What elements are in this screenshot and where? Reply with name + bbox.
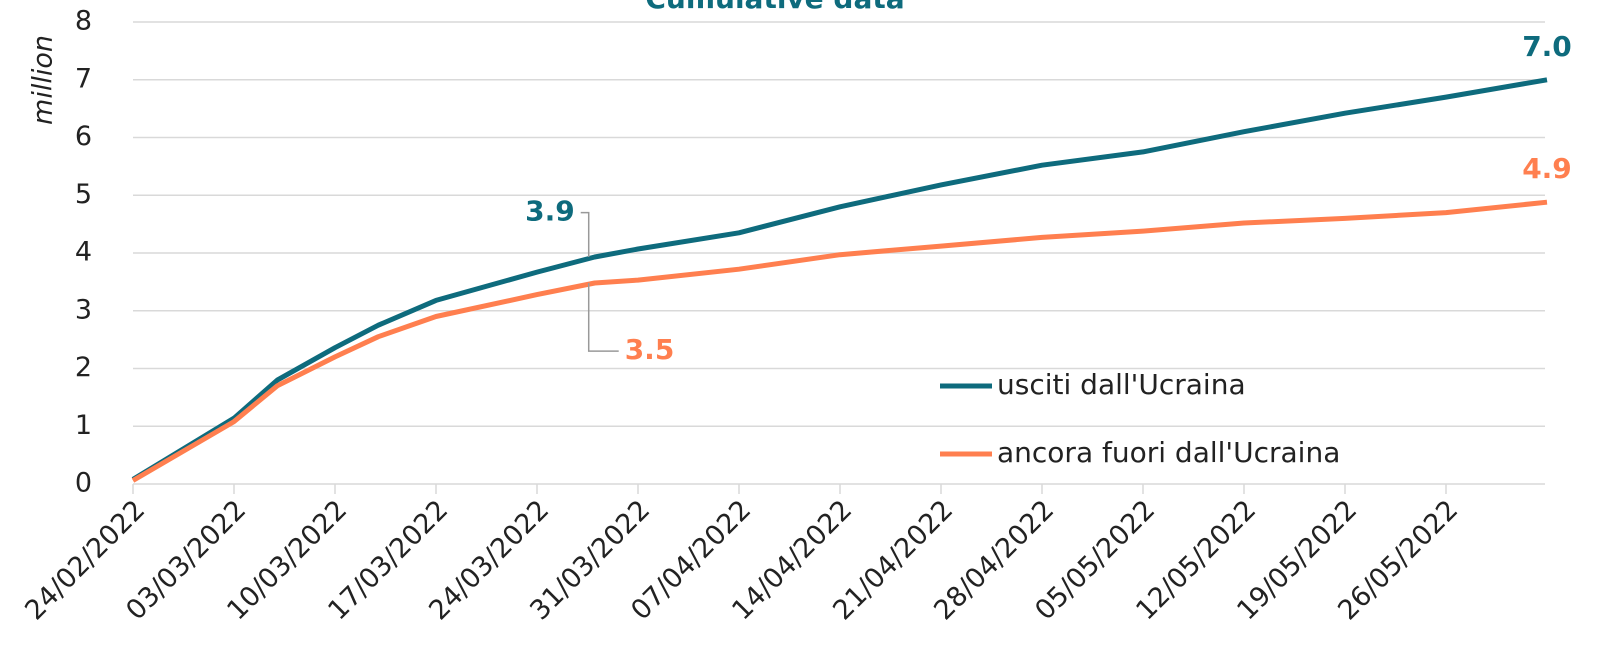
legend-label: ancora fuori dall'Ucraina (997, 436, 1340, 469)
annotation: 7.0 (1522, 30, 1572, 63)
y-tick-label: 5 (75, 179, 92, 210)
annotation: 3.9 (525, 195, 575, 228)
series-line (131, 199, 1548, 483)
leader-line (587, 283, 619, 352)
series-line (131, 77, 1548, 482)
y-tick-label: 3 (75, 294, 92, 325)
legend-label: usciti dall'Ucraina (997, 368, 1246, 401)
y-tick-label: 0 (75, 468, 92, 499)
y-tick-label: 1 (75, 410, 92, 441)
y-tick-label: 8 (75, 6, 92, 37)
annotation: 4.9 (1522, 152, 1572, 185)
y-tick-label: 4 (75, 237, 92, 268)
y-tick-label: 2 (75, 352, 92, 383)
y-tick-label: 7 (75, 63, 92, 94)
y-tick-label: 6 (75, 121, 92, 152)
leader-line (580, 211, 590, 258)
y-axis-label: million (28, 35, 59, 125)
annotation: 3.5 (625, 333, 675, 366)
chart-title: Cumulative data (645, 0, 904, 15)
